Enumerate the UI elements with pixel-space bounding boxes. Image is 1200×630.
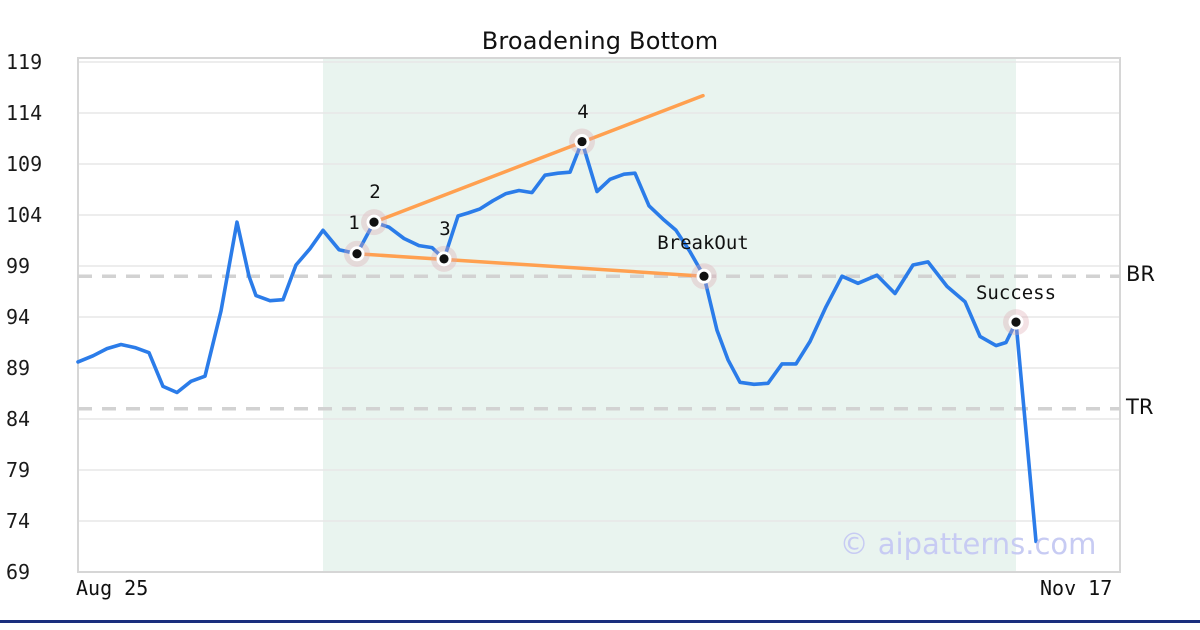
y-tick-label: 89 [6,356,30,380]
marker-label-success: Success [976,282,1056,304]
price-line [76,139,1038,544]
marker-label-breakout: BreakOut [657,232,749,254]
y-tick-label: 109 [6,152,42,176]
y-tick-label: 114 [6,101,42,125]
marker-label-1: 1 [348,212,359,234]
marker-label-4: 4 [577,101,588,123]
x-axis-label-end: Nov 17 [1040,576,1113,600]
y-tick-label: 104 [6,203,42,227]
y-tick-label: 79 [6,458,30,482]
chart-title: Broadening Bottom [481,27,719,55]
x-axis-label-start: Aug 25 [76,576,149,600]
pattern-shade-region [323,58,1016,572]
marker-dot [699,271,709,281]
target-level-label: TR [1126,395,1154,419]
watermark: © aipatterns.com [839,527,1097,561]
marker-dot [369,217,379,227]
trendline-upper [372,93,705,224]
marker-dot [439,254,449,264]
marker-dot [577,136,587,147]
marker-label-3: 3 [439,218,450,240]
breakout-level-label: BR [1126,262,1155,286]
y-tick-label: 94 [6,305,30,329]
marker-dot [352,249,362,259]
y-tick-label: 69 [6,560,30,584]
y-tick-label: 84 [6,407,30,431]
trendline-lower [355,252,706,278]
marker-dot [1011,317,1021,327]
bottom-accent-bar [0,620,1200,623]
marker-label-2: 2 [369,181,380,203]
y-tick-label: 74 [6,509,30,533]
y-tick-label: 99 [6,254,30,278]
plot-border [77,57,1121,573]
y-tick-label: 119 [6,50,42,74]
